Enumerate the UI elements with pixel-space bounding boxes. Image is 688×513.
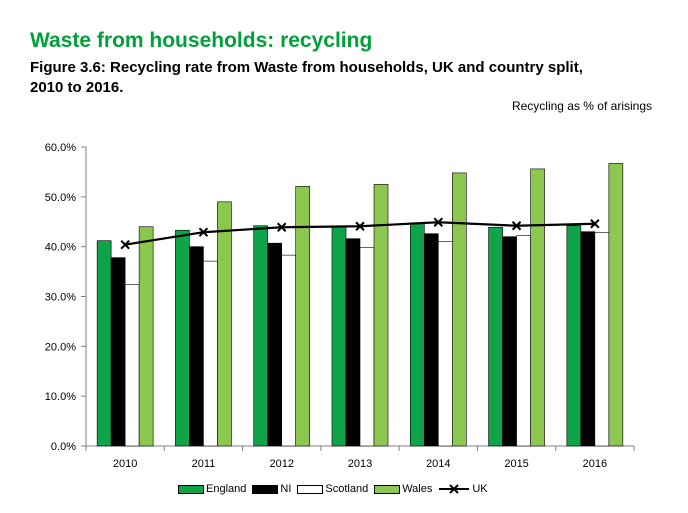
- bar-england-2015: [488, 226, 503, 447]
- bar-england-2011: [175, 229, 190, 447]
- bar-scotland-2012: [281, 254, 297, 447]
- legend-label-england: England: [206, 483, 247, 495]
- x-tick-label: 2015: [504, 458, 528, 470]
- chart-legend: England NI Scotland Wales UK: [178, 483, 494, 495]
- uk-point-2014: [433, 217, 443, 227]
- legend-item-wales: Wales: [374, 483, 432, 495]
- figure-title-line-2: 2010 to 2016.: [30, 79, 124, 96]
- x-tick-label: 2012: [269, 458, 293, 470]
- recycling-rate-chart: 0.0% 10.0% 20.0% 30.0% 40.0% 50.0% 60.0% 2010 20…: [45, 142, 635, 470]
- x-tick-label: 2014: [426, 458, 450, 470]
- y-tick-label: 10.0%: [45, 391, 76, 403]
- y-tick-label: 50.0%: [45, 192, 76, 204]
- bar-wales-2013: [373, 184, 389, 447]
- bar-scotland-2013: [359, 247, 375, 447]
- bar-scotland-2014: [437, 241, 453, 447]
- bar-ni-2015: [502, 236, 517, 447]
- legend-item-uk: UK: [438, 483, 488, 495]
- bar-wales-2010: [138, 226, 154, 447]
- bar-england-2016: [566, 225, 582, 447]
- legend-label-scotland: Scotland: [325, 483, 369, 495]
- bar-wales-2012: [295, 186, 311, 447]
- bar-wales-2011: [217, 201, 232, 447]
- x-tick-label: 2016: [583, 458, 607, 470]
- bar-wales-2016: [608, 163, 624, 447]
- x-tick-label: 2011: [192, 458, 216, 470]
- legend-item-england: England: [178, 483, 246, 495]
- bar-england-2012: [253, 225, 269, 447]
- bar-england-2013: [331, 225, 347, 447]
- uk-point-2012: [277, 222, 287, 232]
- uk-point-2010: [120, 239, 130, 250]
- bar-wales-2015: [530, 168, 545, 447]
- bar-ni-2013: [345, 238, 361, 447]
- bar-ni-2012: [267, 242, 283, 447]
- bar-ni-2011: [189, 246, 204, 447]
- legend-label-ni: NI: [280, 483, 292, 495]
- figure-title-line-1: Figure 3.6: Recycling rate from Waste fr…: [30, 59, 583, 76]
- x-tick-label: 2013: [348, 458, 372, 470]
- y-tick-label: 0.0%: [51, 441, 76, 453]
- bar-scotland-2015: [516, 235, 531, 447]
- legend-swatch-wales: [374, 484, 401, 494]
- legend-swatch-scotland: [297, 484, 324, 494]
- y-tick-label: 20.0%: [45, 341, 76, 353]
- y-tick-label: 30.0%: [45, 292, 76, 304]
- bar-england-2014: [409, 222, 425, 447]
- bar-scotland-2011: [203, 260, 218, 447]
- legend-swatch-ni: [252, 484, 279, 494]
- units-note: Recycling as % of arisings: [511, 99, 652, 113]
- uk-point-2016: [590, 219, 600, 229]
- legend-swatch-england: [178, 484, 204, 494]
- bar-scotland-2016: [594, 232, 610, 447]
- bar-ni-2016: [580, 231, 596, 447]
- legend-label-wales: Wales: [402, 483, 433, 495]
- legend-item-scotland: Scotland: [297, 483, 368, 495]
- y-tick-label: 60.0%: [45, 142, 76, 154]
- bar-ni-2014: [423, 233, 439, 447]
- bar-scotland-2010: [124, 284, 140, 447]
- uk-point-2013: [355, 221, 365, 231]
- bar-england-2010: [96, 240, 112, 447]
- legend-label-uk: UK: [472, 483, 488, 495]
- page-title: Waste from households: recycling: [30, 29, 373, 52]
- bar-wales-2014: [451, 172, 467, 447]
- figure-title: Figure 3.6: Recycling rate from Waste fr…: [30, 58, 670, 98]
- uk-point-2011: [198, 227, 209, 237]
- uk-point-2015: [511, 221, 522, 231]
- x-tick-label: 2010: [113, 458, 137, 470]
- bar-ni-2010: [110, 257, 126, 447]
- legend-line-uk: [439, 484, 470, 494]
- y-tick-label: 40.0%: [45, 242, 76, 254]
- legend-item-ni: NI: [252, 483, 291, 495]
